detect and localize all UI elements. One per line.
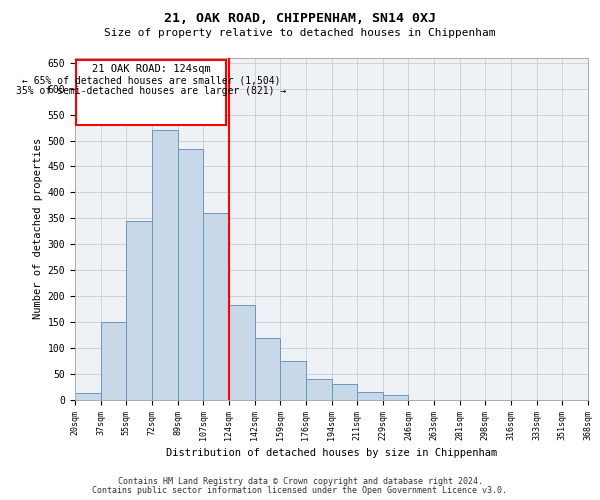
Bar — [75, 392, 101, 400]
Bar — [178, 150, 203, 400]
Bar — [383, 395, 409, 400]
Bar — [101, 322, 127, 400]
Text: Size of property relative to detached houses in Chippenham: Size of property relative to detached ho… — [104, 28, 496, 38]
Text: 21, OAK ROAD, CHIPPENHAM, SN14 0XJ: 21, OAK ROAD, CHIPPENHAM, SN14 0XJ — [164, 12, 436, 26]
Bar — [229, 305, 254, 400]
X-axis label: Distribution of detached houses by size in Chippenham: Distribution of detached houses by size … — [166, 448, 497, 458]
FancyBboxPatch shape — [76, 60, 226, 125]
Bar — [152, 130, 178, 400]
Bar — [203, 213, 229, 400]
Text: 21 OAK ROAD: 124sqm: 21 OAK ROAD: 124sqm — [92, 64, 211, 74]
Y-axis label: Number of detached properties: Number of detached properties — [34, 138, 43, 320]
Bar — [280, 361, 306, 400]
Text: Contains public sector information licensed under the Open Government Licence v3: Contains public sector information licen… — [92, 486, 508, 495]
Bar — [254, 338, 280, 400]
Bar — [357, 392, 383, 400]
Text: ← 65% of detached houses are smaller (1,504): ← 65% of detached houses are smaller (1,… — [22, 76, 281, 86]
Text: 35% of semi-detached houses are larger (821) →: 35% of semi-detached houses are larger (… — [16, 86, 286, 96]
Text: Contains HM Land Registry data © Crown copyright and database right 2024.: Contains HM Land Registry data © Crown c… — [118, 477, 482, 486]
Bar — [306, 379, 331, 400]
Bar — [331, 384, 357, 400]
Bar — [127, 221, 152, 400]
